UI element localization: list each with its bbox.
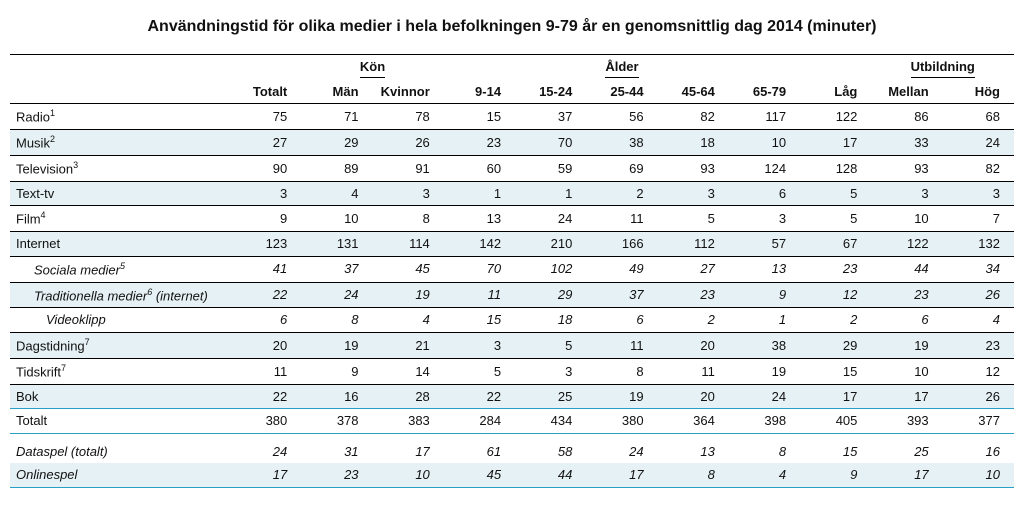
row-bok: Bok 2216282225192024171726 <box>10 384 1014 409</box>
row-sociala: Sociala medier5 41374570102492713234434 <box>10 256 1014 282</box>
row-television: Television3 908991605969931241289382 <box>10 155 1014 181</box>
col-65-79: 65-79 <box>729 80 800 104</box>
row-totalt: Totalt 380378383284434380364398405393377 <box>10 409 1014 433</box>
row-tidskrift: Tidskrift7 119145381119151012 <box>10 358 1014 384</box>
row-texttv: Text-tv 34311236533 <box>10 181 1014 206</box>
page-title: Användningstid för olika medier i hela b… <box>10 8 1014 54</box>
col-man: Män <box>301 80 372 104</box>
table-body-games: Dataspel (totalt) 243117615824138152516 … <box>10 440 1014 488</box>
row-videoklipp: Videoklipp 6841518621264 <box>10 308 1014 333</box>
col-hog: Hög <box>943 80 1014 104</box>
col-lag: Låg <box>800 80 871 104</box>
row-radio: Radio1 757178153756821171228668 <box>10 104 1014 130</box>
row-internet: Internet 1231311141422101661125767122132 <box>10 232 1014 257</box>
col-25-44: 25-44 <box>586 80 657 104</box>
table-body-main: Radio1 757178153756821171228668 Musik2 2… <box>10 104 1014 409</box>
col-mellan: Mellan <box>871 80 942 104</box>
row-film: Film4 9108132411535107 <box>10 206 1014 232</box>
group-kon: Kön <box>301 55 444 80</box>
row-onlinespel: Onlinespel 1723104544178491710 <box>10 463 1014 487</box>
row-dagstidning: Dagstidning7 20192135112038291923 <box>10 332 1014 358</box>
col-9-14: 9-14 <box>444 80 515 104</box>
media-table: Kön Ålder Utbildning Totalt Män Kvinnor … <box>10 54 1014 488</box>
column-header-row: Totalt Män Kvinnor 9-14 15-24 25-44 45-6… <box>10 80 1014 104</box>
group-utbildning: Utbildning <box>871 55 1014 80</box>
row-traditionella: Traditionella medier6 (internet) 2224191… <box>10 282 1014 308</box>
col-kvinnor: Kvinnor <box>373 80 444 104</box>
row-dataspel: Dataspel (totalt) 243117615824138152516 <box>10 440 1014 464</box>
table-body-total: Totalt 380378383284434380364398405393377 <box>10 409 1014 440</box>
col-totalt: Totalt <box>230 80 301 104</box>
group-alder: Ålder <box>515 55 729 80</box>
row-musik: Musik2 2729262370381810173324 <box>10 129 1014 155</box>
group-header-row: Kön Ålder Utbildning <box>10 55 1014 80</box>
col-45-64: 45-64 <box>658 80 729 104</box>
col-15-24: 15-24 <box>515 80 586 104</box>
